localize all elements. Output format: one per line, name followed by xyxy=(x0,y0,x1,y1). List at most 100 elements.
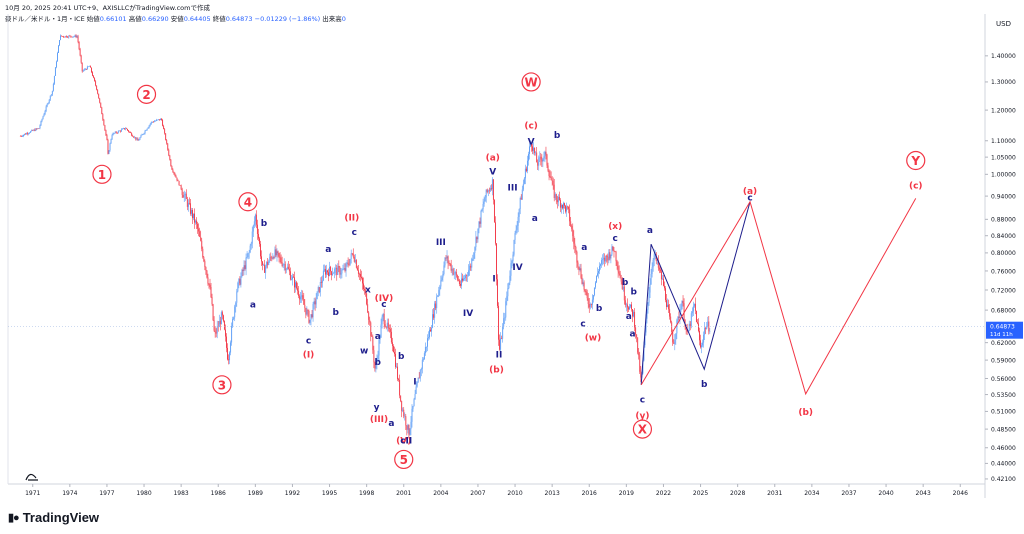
candle-body xyxy=(313,301,315,305)
candle-body xyxy=(449,263,451,265)
candle-body xyxy=(72,36,74,38)
candle-body xyxy=(277,251,279,254)
candle-body xyxy=(287,266,289,270)
candle-body xyxy=(68,35,70,38)
candle-body xyxy=(627,307,629,310)
candle-body xyxy=(338,266,340,268)
candle-body xyxy=(339,267,341,275)
price-tick-label: 0.48500 xyxy=(991,426,1016,433)
candle-body xyxy=(516,225,518,230)
time-tick-label: 2037 xyxy=(841,490,856,497)
candle-body xyxy=(262,261,264,265)
wave-label-circle xyxy=(632,419,653,439)
candle-body xyxy=(666,300,667,307)
candle-body xyxy=(155,119,157,121)
candle-body xyxy=(149,123,151,126)
candle-body xyxy=(307,310,309,311)
candle-body xyxy=(78,41,80,50)
candle-body xyxy=(126,128,127,130)
candle-body xyxy=(32,130,34,131)
candle-body xyxy=(171,166,173,170)
candle-body xyxy=(424,346,426,354)
candle-body xyxy=(625,304,627,306)
candle-body xyxy=(70,35,72,37)
candle-body xyxy=(432,314,434,328)
wave-label: cII xyxy=(400,437,412,447)
candle-body xyxy=(220,312,222,325)
candle-body xyxy=(309,319,311,323)
candle-body xyxy=(655,254,657,261)
candle-body xyxy=(26,133,28,135)
candle-body xyxy=(156,119,158,121)
candle-body xyxy=(520,197,522,200)
time-tick-label: 2013 xyxy=(545,490,560,497)
candle-body xyxy=(46,104,48,107)
candle-body xyxy=(54,67,56,76)
candle-body xyxy=(545,151,547,155)
candle-body xyxy=(675,333,677,340)
candle-body xyxy=(413,399,415,407)
candle-body xyxy=(178,181,180,186)
candle-body xyxy=(174,173,176,176)
candle-body xyxy=(473,252,475,259)
candle-body xyxy=(42,116,44,120)
candle-body xyxy=(591,299,593,305)
candle-body xyxy=(154,120,156,122)
candle-body xyxy=(506,296,508,302)
candle-body xyxy=(266,261,268,267)
wave-label: a xyxy=(250,300,256,310)
candle-body xyxy=(108,150,110,154)
candle-body xyxy=(49,95,51,100)
candle-body xyxy=(333,273,335,274)
candle-body xyxy=(598,271,599,274)
candle-body xyxy=(249,245,251,253)
candle-body xyxy=(139,137,141,140)
candle-body xyxy=(352,253,354,257)
candle-body xyxy=(497,279,498,306)
candle-body xyxy=(669,309,671,317)
wave-label: I xyxy=(413,378,416,388)
candle-body xyxy=(518,209,520,217)
candle-body xyxy=(400,395,402,401)
candle-body xyxy=(510,263,512,276)
time-tick-label: 2007 xyxy=(470,490,485,497)
candle-body xyxy=(341,269,343,274)
candle-body xyxy=(159,119,160,121)
candle-body xyxy=(105,129,107,136)
candle-body xyxy=(481,209,483,211)
candle-body xyxy=(538,157,540,166)
candle-body xyxy=(479,221,481,224)
candle-body xyxy=(284,263,286,271)
candle-body xyxy=(384,324,386,327)
candle-body xyxy=(496,243,497,280)
price-tick-label: 0.72000 xyxy=(991,287,1016,294)
candle-body xyxy=(470,265,472,268)
time-tick-label: 2028 xyxy=(730,490,745,497)
candle-body xyxy=(709,331,711,332)
candle-body xyxy=(690,313,692,327)
candle-body xyxy=(483,201,485,205)
candle-body xyxy=(189,203,191,214)
candle-body xyxy=(66,35,68,38)
current-price-countdown: 11d 11h xyxy=(990,332,1013,338)
price-tick-label: 0.68000 xyxy=(991,307,1016,314)
candle-body xyxy=(316,291,318,300)
candle-body xyxy=(533,147,535,151)
candle-body xyxy=(702,342,704,346)
candle-body xyxy=(83,69,85,71)
wave-label: 5 xyxy=(400,453,408,467)
candle-body xyxy=(282,264,284,266)
candle-body xyxy=(683,303,685,320)
time-tick-label: 2019 xyxy=(619,490,634,497)
candle-body xyxy=(408,424,410,435)
candle-body xyxy=(243,265,245,271)
candle-body xyxy=(395,353,396,367)
candle-body xyxy=(231,325,233,343)
candle-body xyxy=(91,67,92,73)
candle-body xyxy=(601,260,603,265)
candle-body xyxy=(235,302,237,307)
candle-body xyxy=(564,203,565,206)
candle-body xyxy=(403,409,405,417)
candle-body xyxy=(175,175,177,178)
